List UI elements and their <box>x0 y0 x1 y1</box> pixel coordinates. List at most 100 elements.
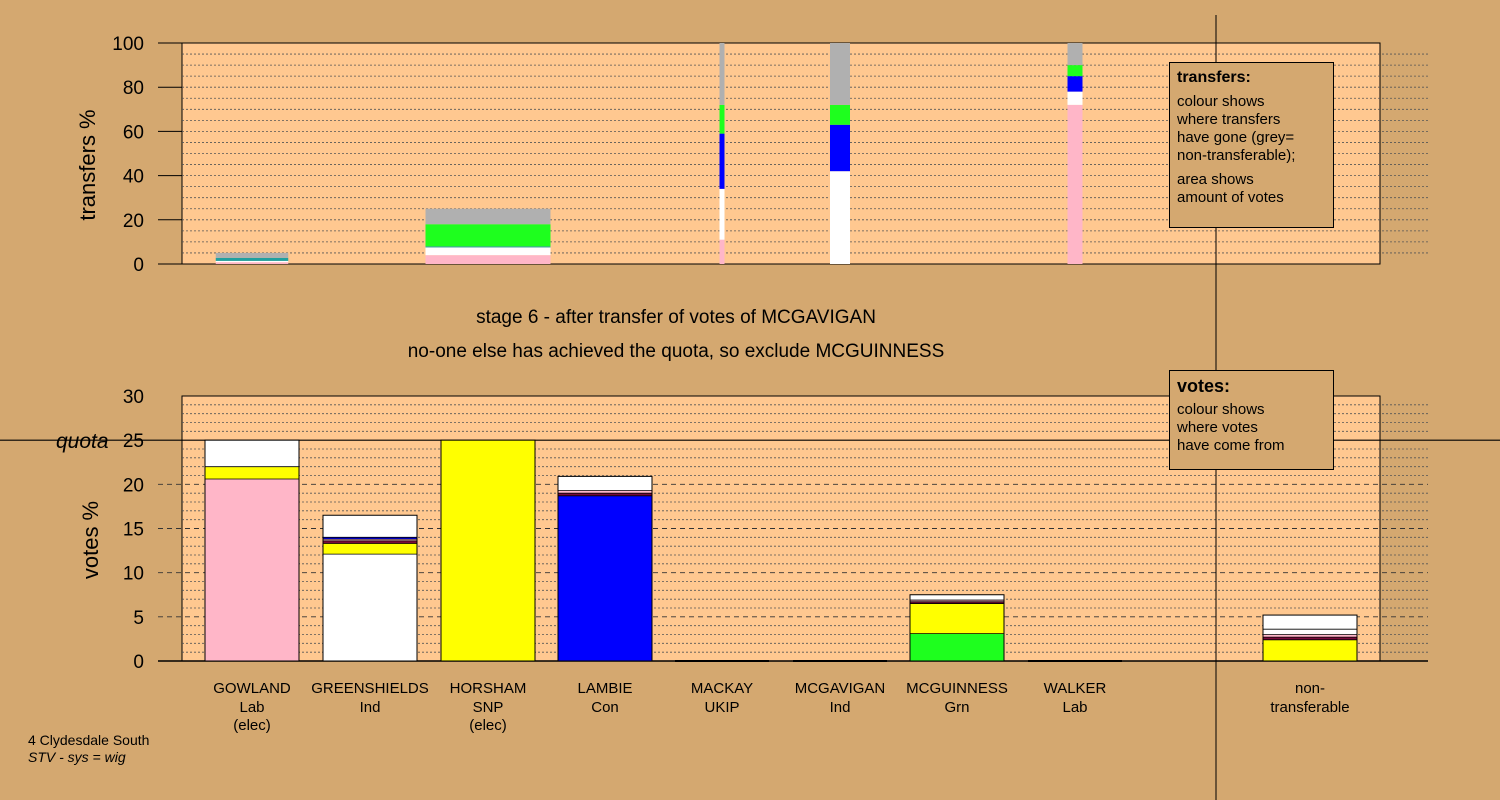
votes-legend: votes: colour shows where votes have com… <box>1169 370 1334 470</box>
votes-bar-segment <box>323 540 417 544</box>
votes-bar-segment <box>205 479 299 661</box>
candidate-party-label: UKIP <box>704 699 739 716</box>
votes-bar-segment <box>558 495 652 661</box>
transfers-bar-segment <box>830 171 850 264</box>
votes-bar-segment <box>205 466 299 480</box>
footer: 4 Clydesdale South STV - sys = wig <box>28 732 149 766</box>
votes-bar-segment <box>1263 637 1357 640</box>
transfers-tick-label: 40 <box>123 167 144 188</box>
votes-bar-segment <box>910 633 1004 661</box>
transfers-bar-segment <box>719 43 725 105</box>
transfers-legend-line: colour shows <box>1177 93 1265 110</box>
votes-tick-label: 20 <box>123 475 144 496</box>
transfers-bar-segment <box>425 224 551 247</box>
candidate-party-label: transferable <box>1270 699 1349 716</box>
candidate-name-label: GOWLAND <box>213 680 291 697</box>
transfers-legend-line: area shows <box>1177 171 1254 188</box>
candidate-name-label: HORSHAM <box>450 680 527 697</box>
votes-bar-segment <box>910 603 1004 634</box>
ward-name: 4 Clydesdale South <box>28 732 150 748</box>
votes-bar-segment <box>323 539 417 541</box>
transfers-bar-segment <box>215 260 289 263</box>
transfers-tick-label: 0 <box>133 255 144 276</box>
transfers-bar-segment <box>830 43 850 105</box>
votes-bar-segment <box>441 440 535 661</box>
votes-tick-label: 0 <box>133 652 144 673</box>
transfers-bar-segment <box>719 239 725 264</box>
candidate-party-label: SNP <box>473 699 504 716</box>
candidate-party-label: Grn <box>944 699 969 716</box>
transfers-bar-segment <box>830 124 850 172</box>
candidate-party-label: Lab <box>1062 699 1087 716</box>
candidate-name-label: non- <box>1295 680 1325 697</box>
votes-bar-segment <box>558 490 652 494</box>
transfers-legend-title: transfers: <box>1177 69 1251 86</box>
transfers-bar-segment <box>719 188 725 240</box>
system-label: STV - sys = wig <box>28 749 126 765</box>
votes-bar-segment <box>323 537 417 540</box>
transfers-tick-label: 100 <box>112 34 144 55</box>
transfers-bar-segment <box>215 257 289 261</box>
votes-bar-outline <box>557 475 653 662</box>
transfers-bar-segment <box>425 255 551 264</box>
transfers-bar-segment <box>425 247 551 256</box>
candidate-note-label: (elec) <box>233 717 271 734</box>
votes-bar-segment <box>1263 634 1357 638</box>
candidate-party-label: Con <box>591 699 619 716</box>
transfers-bar-segment <box>1067 91 1083 105</box>
votes-legend-line: colour shows <box>1177 401 1265 418</box>
transfers-tick-label: 80 <box>123 78 144 99</box>
transfers-legend: transfers: colour shows where transfers … <box>1169 62 1334 228</box>
transfers-y-ticks: 0 20 40 60 80 100 <box>112 34 182 276</box>
votes-bar-outline <box>440 439 536 662</box>
votes-bar-segment <box>323 543 417 555</box>
transfers-y-axis-label: transfers % <box>75 109 100 220</box>
candidate-name-label: GREENSHIELDS <box>311 680 429 697</box>
votes-y-ticks: 0 5 10 15 20 25 30 <box>123 387 144 673</box>
votes-bar-outline <box>204 439 300 662</box>
votes-bar-segment <box>910 601 1004 604</box>
transfers-bar-segment <box>719 104 725 134</box>
votes-tick-label: 15 <box>123 520 144 541</box>
stage-subtitle: no-one else has achieved the quota, so e… <box>408 341 945 362</box>
candidate-party-label: Ind <box>360 699 381 716</box>
transfers-bar-segment <box>425 208 551 225</box>
candidate-name-label: LAMBIE <box>577 680 632 697</box>
candidate-name-label: MACKAY <box>691 680 753 697</box>
transfers-bar-segment <box>425 246 551 248</box>
transfers-bar-segment <box>215 252 289 258</box>
votes-bar-segment <box>910 594 1004 601</box>
stage-title: stage 6 - after transfer of votes of MCG… <box>476 307 876 328</box>
votes-bar-segment <box>558 476 652 491</box>
transfers-bar-segment <box>719 133 725 189</box>
candidate-name-label: WALKER <box>1044 680 1107 697</box>
votes-bar-segment <box>910 600 1004 602</box>
votes-bar-segment <box>205 440 299 467</box>
quota-label: quota <box>56 430 109 453</box>
votes-tick-label: 30 <box>123 387 144 408</box>
transfers-bar-segment <box>830 104 850 125</box>
votes-bar-segment <box>558 493 652 496</box>
transfers-bars <box>215 43 1083 264</box>
votes-bar-outline <box>1262 614 1358 662</box>
votes-bar-outline <box>909 594 1005 662</box>
votes-tick-label: 10 <box>123 564 144 585</box>
votes-bar-segment <box>323 554 417 661</box>
transfers-bar-segment <box>1067 104 1083 264</box>
votes-tick-label: 25 <box>123 431 144 452</box>
transfers-bar-segment <box>1067 76 1083 92</box>
votes-bar-outline <box>322 514 418 662</box>
candidate-note-label: (elec) <box>469 717 507 734</box>
transfers-legend-line: non-transferable); <box>1177 147 1296 164</box>
transfers-bar-segment <box>1067 43 1083 66</box>
votes-legend-line: where votes <box>1177 419 1258 436</box>
candidate-party-label: Ind <box>830 699 851 716</box>
candidate-party-label: Lab <box>239 699 264 716</box>
votes-legend-title: votes: <box>1177 376 1231 396</box>
votes-y-axis-label: votes % <box>78 501 103 579</box>
transfers-bar-segment <box>1067 65 1083 77</box>
votes-bars <box>204 439 1358 662</box>
transfers-tick-label: 60 <box>123 122 144 143</box>
transfers-legend-line: where transfers <box>1177 111 1281 128</box>
transfers-tick-label: 20 <box>123 211 144 232</box>
